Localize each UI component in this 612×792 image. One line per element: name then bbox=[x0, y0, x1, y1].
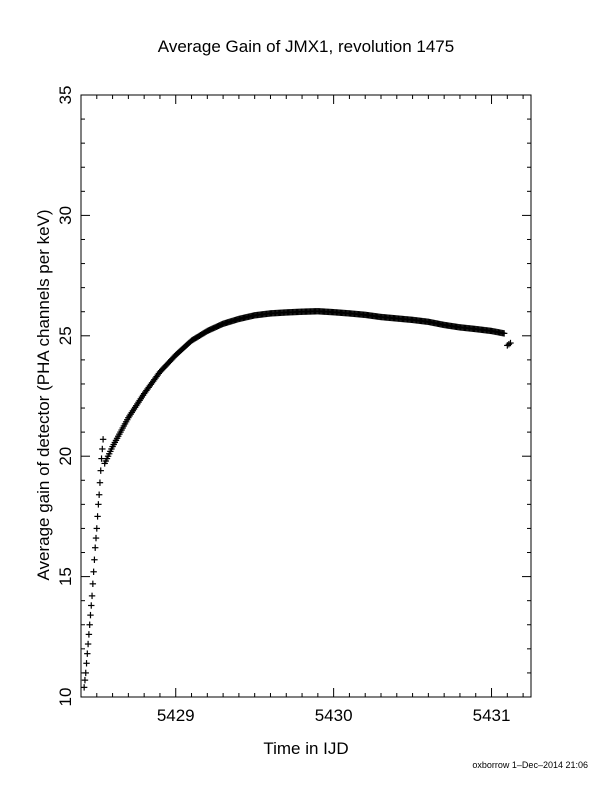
data-point bbox=[93, 525, 100, 532]
data-point bbox=[84, 650, 91, 657]
data-point bbox=[99, 445, 106, 453]
data-point bbox=[82, 669, 89, 677]
data-point bbox=[80, 684, 88, 691]
x-tick-label: 5429 bbox=[157, 706, 195, 725]
tick-marks bbox=[80, 94, 531, 698]
data-point bbox=[81, 676, 89, 684]
chart-title: Average Gain of JMX1, revolution 1475 bbox=[158, 37, 454, 56]
data-point bbox=[92, 544, 99, 551]
data-point bbox=[88, 602, 95, 609]
data-point bbox=[505, 341, 513, 348]
data-point bbox=[98, 455, 105, 462]
data-point bbox=[92, 534, 100, 542]
data-points bbox=[80, 308, 514, 691]
data-point bbox=[96, 479, 104, 486]
data-point bbox=[86, 621, 93, 628]
data-point bbox=[95, 491, 103, 498]
data-point bbox=[87, 611, 94, 619]
data-point bbox=[90, 568, 97, 575]
data-point bbox=[507, 339, 514, 347]
x-tick-label: 5430 bbox=[315, 706, 353, 725]
y-tick-label: 30 bbox=[56, 206, 75, 225]
y-tick-labels: 10 15 20 25 30 35 bbox=[56, 86, 75, 707]
y-tick-label: 25 bbox=[56, 326, 75, 345]
y-tick-label: 35 bbox=[56, 86, 75, 105]
y-axis-label: Average gain of detector (PHA channels p… bbox=[34, 209, 53, 580]
plot-frame bbox=[80, 94, 532, 698]
data-point bbox=[88, 592, 96, 600]
data-point bbox=[83, 660, 90, 667]
data-point bbox=[84, 640, 92, 648]
data-point bbox=[91, 556, 98, 563]
x-tick-labels: 5429 5430 5431 bbox=[157, 706, 511, 725]
x-tick-label: 5431 bbox=[473, 706, 511, 725]
y-tick-label: 10 bbox=[56, 688, 75, 707]
data-point bbox=[85, 631, 93, 638]
data-point bbox=[99, 436, 107, 443]
footer-credit: oxborrow 1–Dec–2014 21:06 bbox=[472, 760, 588, 770]
y-tick-label: 20 bbox=[56, 447, 75, 466]
data-point bbox=[97, 467, 104, 474]
data-point bbox=[94, 513, 101, 520]
y-tick-label: 15 bbox=[56, 567, 75, 586]
data-point bbox=[500, 330, 508, 337]
data-point bbox=[95, 501, 102, 508]
x-axis-label: Time in IJD bbox=[263, 739, 348, 758]
data-point bbox=[89, 580, 97, 588]
